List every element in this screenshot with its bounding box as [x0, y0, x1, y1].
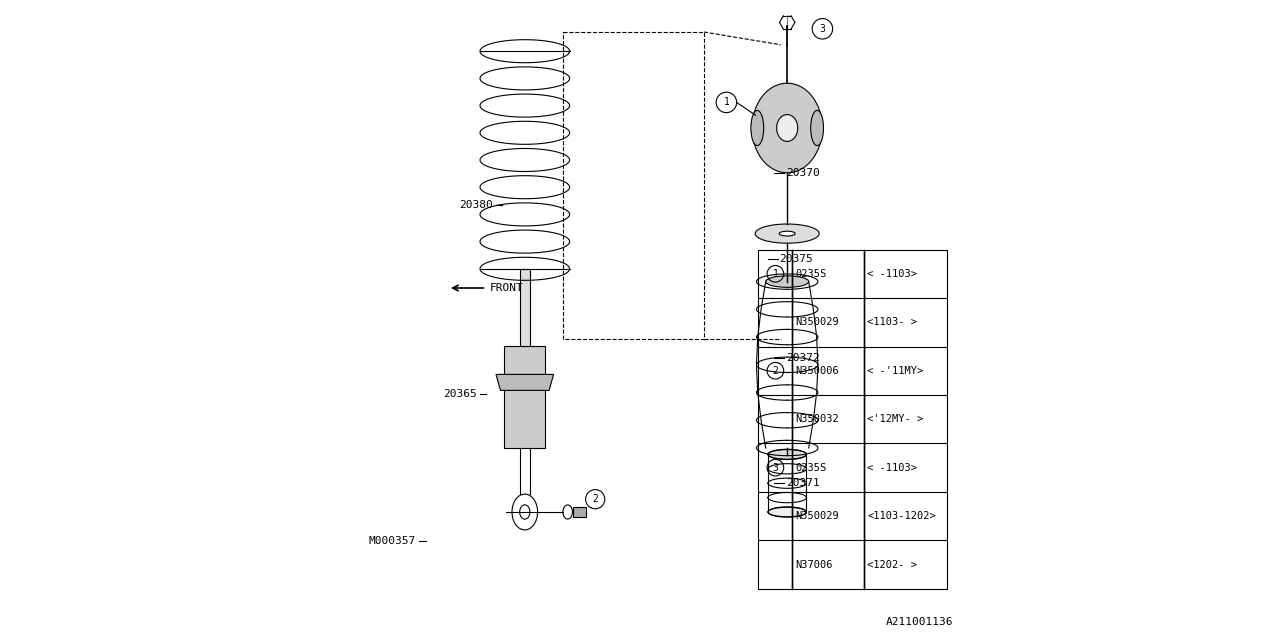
Text: N350029: N350029 — [796, 317, 840, 327]
Ellipse shape — [768, 507, 806, 517]
Ellipse shape — [777, 115, 797, 141]
Text: N350006: N350006 — [796, 365, 840, 376]
Ellipse shape — [765, 276, 809, 287]
Text: 0235S: 0235S — [796, 269, 827, 279]
Text: N37006: N37006 — [796, 559, 833, 570]
Text: 2: 2 — [772, 365, 778, 376]
Text: 20365: 20365 — [443, 388, 477, 399]
Text: A211001136: A211001136 — [886, 617, 954, 627]
Text: 2: 2 — [593, 494, 598, 504]
Text: 3: 3 — [772, 463, 778, 473]
Text: 20375: 20375 — [780, 254, 813, 264]
Text: 0235S: 0235S — [796, 463, 827, 473]
Polygon shape — [573, 507, 585, 517]
Text: FRONT: FRONT — [490, 283, 524, 293]
Text: 1: 1 — [723, 97, 730, 108]
Polygon shape — [497, 374, 554, 390]
Text: <'12MY- >: <'12MY- > — [868, 414, 924, 424]
Ellipse shape — [810, 111, 823, 146]
Text: <1103-1202>: <1103-1202> — [868, 511, 936, 521]
Polygon shape — [520, 269, 530, 371]
Text: <1103- >: <1103- > — [868, 317, 918, 327]
Text: 3: 3 — [819, 24, 826, 34]
Text: N350029: N350029 — [796, 511, 840, 521]
Text: < -1103>: < -1103> — [868, 463, 918, 473]
Text: 20371: 20371 — [786, 478, 819, 488]
Text: 20380: 20380 — [460, 200, 493, 210]
Text: < -'11MY>: < -'11MY> — [868, 365, 924, 376]
Text: N350032: N350032 — [796, 414, 840, 424]
Ellipse shape — [780, 231, 795, 236]
Text: <1202- >: <1202- > — [868, 559, 918, 570]
Text: 1: 1 — [772, 269, 778, 279]
Ellipse shape — [753, 83, 823, 173]
Text: 20372: 20372 — [786, 353, 819, 364]
Ellipse shape — [768, 449, 806, 460]
Polygon shape — [504, 346, 545, 448]
Ellipse shape — [755, 224, 819, 243]
Text: M000357: M000357 — [369, 536, 416, 546]
Text: 20370: 20370 — [786, 168, 819, 178]
Ellipse shape — [751, 111, 764, 146]
Text: < -1103>: < -1103> — [868, 269, 918, 279]
